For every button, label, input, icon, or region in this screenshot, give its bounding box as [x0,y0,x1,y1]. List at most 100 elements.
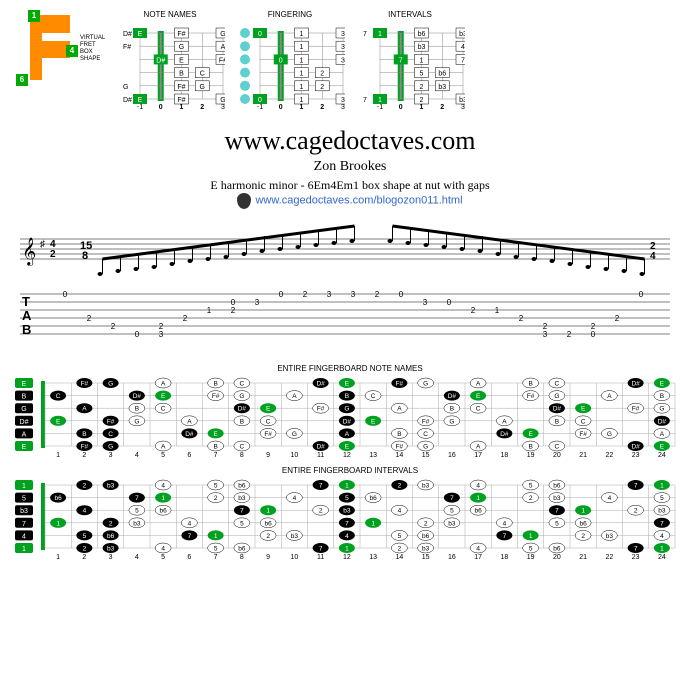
svg-text:E: E [22,381,27,388]
svg-text:1: 1 [300,57,304,64]
svg-text:b3: b3 [658,508,666,515]
svg-text:3: 3 [221,104,225,111]
svg-text:22: 22 [605,452,613,459]
svg-text:D#: D# [185,431,194,438]
svg-text:E: E [528,431,533,438]
svg-text:18: 18 [500,452,508,459]
svg-text:G: G [607,431,612,438]
svg-text:b6: b6 [370,495,378,502]
svg-text:F#: F# [177,84,185,91]
author: Zon Brookes [10,159,690,175]
svg-text:16: 16 [448,554,456,561]
svg-text:1: 1 [300,104,304,111]
svg-text:7: 7 [22,521,26,528]
svg-text:4: 4 [345,533,349,540]
svg-text:20: 20 [553,554,561,561]
svg-text:5: 5 [161,554,165,561]
svg-text:5: 5 [450,508,454,515]
svg-text:0: 0 [159,104,163,111]
svg-text:b3: b3 [459,31,465,38]
svg-text:7: 7 [319,546,323,553]
virtual-fret-shape: 1 4 6 VIRTUAL FRETBOX SHAPE [10,10,100,90]
svg-text:0: 0 [591,330,596,339]
svg-text:𝄞: 𝄞 [22,238,36,266]
svg-text:B: B [345,393,349,400]
svg-text:G: G [108,381,113,388]
svg-text:7: 7 [503,533,507,540]
svg-text:1: 1 [660,483,664,490]
svg-text:D#: D# [238,406,247,413]
svg-text:b3: b3 [20,508,28,515]
svg-text:1: 1 [161,495,165,502]
svg-text:15: 15 [422,554,430,561]
svg-text:5: 5 [345,495,349,502]
svg-text:F#: F# [317,406,325,413]
svg-text:7: 7 [363,97,367,104]
main-url: www.cagedoctaves.com [10,126,690,156]
svg-text:G: G [220,97,225,104]
svg-text:7: 7 [345,520,349,527]
svg-text:A: A [476,381,481,388]
svg-text:3: 3 [341,97,345,104]
top-row: 1 4 6 VIRTUAL FRETBOX SHAPE NOTE NAMESD#… [10,10,690,111]
title-block: www.cagedoctaves.com Zon Brookes E harmo… [10,126,690,209]
svg-text:G: G [179,44,184,51]
svg-text:2: 2 [529,495,533,502]
svg-text:13: 13 [369,554,377,561]
blog-link[interactable]: www.cagedoctaves.com/blogozon011.html [255,195,462,207]
svg-text:4: 4 [161,483,165,490]
svg-text:B: B [22,322,31,337]
svg-text:E: E [138,31,143,38]
svg-text:3: 3 [341,31,345,38]
svg-text:2: 2 [82,554,86,561]
svg-text:20: 20 [553,452,561,459]
svg-text:C: C [161,406,166,413]
svg-text:1: 1 [56,452,60,459]
svg-text:0: 0 [279,104,283,111]
svg-text:1: 1 [56,520,60,527]
svg-text:2: 2 [83,546,87,553]
svg-text:23: 23 [632,452,640,459]
fingerboard-notes: EBGD#AEF#GABCD#EF#GABCD#ECD#EF#GABCD#EF#… [10,375,690,460]
svg-text:5: 5 [529,546,533,553]
svg-text:1: 1 [207,306,212,315]
svg-text:C: C [555,381,560,388]
svg-text:F#: F# [219,57,225,64]
svg-text:E: E [138,97,143,104]
svg-text:18: 18 [500,554,508,561]
svg-text:E: E [179,57,184,64]
svg-text:0: 0 [258,97,262,104]
svg-text:19: 19 [527,452,535,459]
svg-text:1: 1 [300,97,304,104]
svg-text:C: C [240,381,245,388]
svg-text:F#: F# [177,31,185,38]
svg-text:b6: b6 [107,533,115,540]
svg-text:C: C [476,406,481,413]
svg-text:1: 1 [371,520,375,527]
svg-text:b6: b6 [422,533,430,540]
svg-text:17: 17 [474,452,482,459]
svg-text:F#: F# [123,44,131,51]
svg-text:2: 2 [83,483,87,490]
svg-text:A: A [502,418,507,425]
svg-text:♯: ♯ [40,239,45,250]
svg-text:B: B [213,444,217,451]
svg-text:3: 3 [461,104,465,111]
svg-text:5: 5 [398,533,402,540]
svg-text:2: 2 [420,97,424,104]
svg-text:T: T [22,294,30,309]
svg-text:2: 2 [471,306,476,315]
svg-text:G: G [344,406,349,413]
svg-text:b6: b6 [265,520,273,527]
svg-text:0: 0 [135,330,140,339]
svg-text:7: 7 [399,57,403,64]
svg-text:24: 24 [658,554,666,561]
svg-text:8: 8 [240,452,244,459]
svg-text:4: 4 [608,495,612,502]
svg-text:G: G [123,84,128,91]
svg-text:4: 4 [660,533,664,540]
svg-text:D#: D# [20,419,29,426]
svg-text:F#: F# [396,444,404,451]
svg-text:F#: F# [212,393,220,400]
svg-text:b6: b6 [418,31,426,38]
